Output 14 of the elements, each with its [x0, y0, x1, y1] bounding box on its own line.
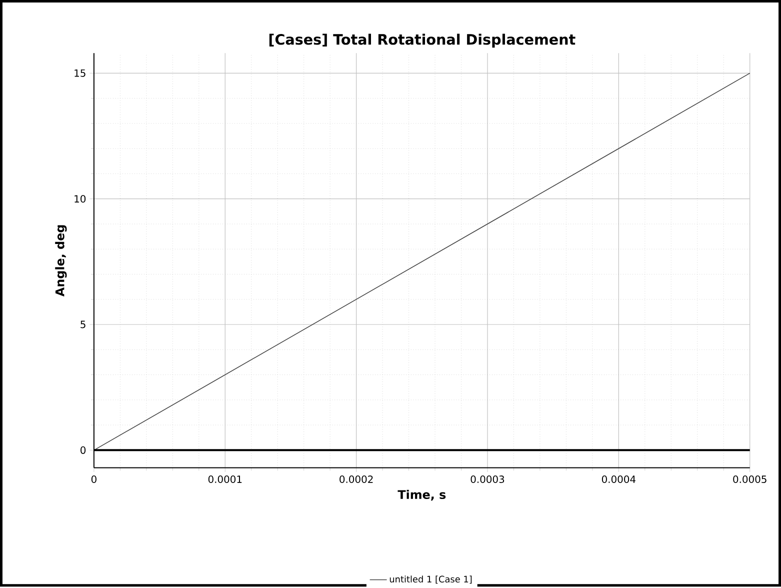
x-axis-title: Time, s — [398, 490, 446, 501]
x-tick-label: 0 — [91, 476, 96, 484]
x-tick-label: 0.0002 — [340, 476, 373, 484]
y-tick-label: 15 — [74, 70, 86, 77]
y-tick-label: 0 — [80, 446, 86, 454]
y-tick-label: 10 — [74, 195, 86, 203]
x-tick-label: 0.0003 — [470, 476, 504, 484]
legend-label: untitled 1 [Case 1] — [390, 576, 472, 584]
x-tick-label: 0.0005 — [733, 476, 766, 484]
chart-title: [Cases] Total Rotational Displacement — [269, 34, 576, 48]
y-axis-title: Angle, deg — [55, 225, 67, 297]
x-tick-label: 0.0004 — [602, 476, 636, 484]
x-tick-label: 0.0001 — [208, 476, 242, 484]
y-tick-label: 5 — [80, 320, 86, 328]
